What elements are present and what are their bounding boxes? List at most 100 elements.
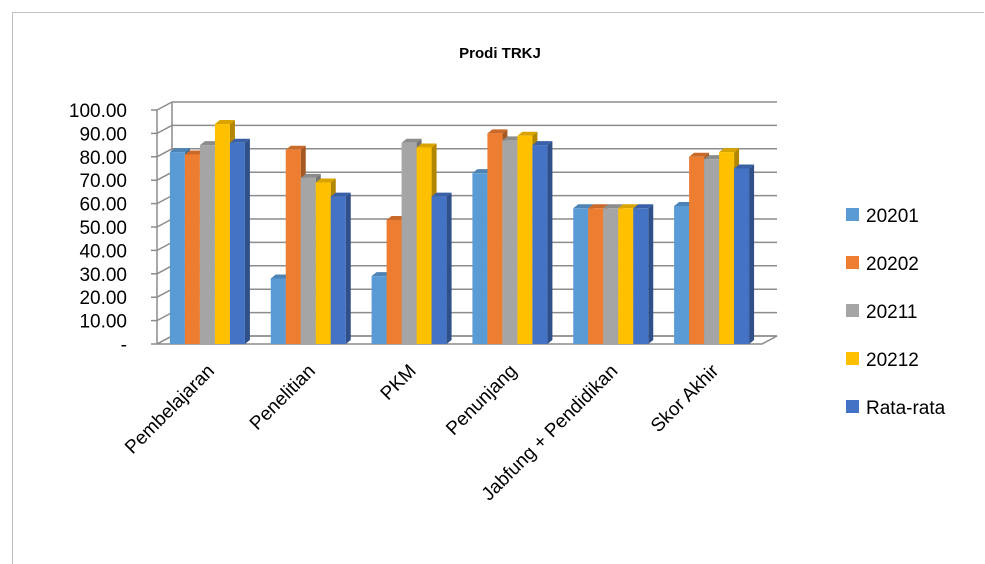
category-label: Penelitian	[246, 361, 320, 435]
y-tick-label: 30.00	[79, 265, 127, 286]
legend-swatch	[846, 352, 859, 365]
bar-front	[573, 208, 589, 344]
legend-label: 20212	[866, 350, 919, 371]
bar-top	[330, 192, 351, 197]
y-tick-label: 20.00	[79, 288, 127, 309]
gridline-side	[156, 101, 173, 111]
legend-swatch	[846, 256, 859, 269]
bar-front	[229, 142, 245, 344]
bar-front	[734, 168, 750, 344]
bar-front	[386, 219, 402, 344]
bar-top	[633, 204, 654, 209]
bar	[229, 138, 250, 344]
gridline-side	[156, 171, 173, 181]
bar-front	[199, 145, 215, 344]
chart-area	[12, 12, 984, 564]
bar-front	[689, 156, 705, 344]
bar	[532, 141, 553, 344]
floor	[156, 335, 778, 345]
gridline-side	[156, 148, 173, 158]
legend-swatch	[846, 304, 859, 317]
y-tick-label: 80.00	[79, 148, 127, 169]
bar-front	[214, 124, 230, 344]
legend: 20201 20202 20211 20212 Rata-rata	[846, 206, 946, 419]
bars-layer	[169, 120, 755, 344]
bar	[330, 192, 351, 344]
bar-front	[300, 177, 316, 344]
bar-front	[603, 208, 619, 344]
bar-top	[487, 129, 508, 134]
bar-top	[573, 204, 594, 209]
bar-side	[446, 192, 452, 344]
bar-side	[345, 192, 351, 344]
bar-front	[472, 173, 488, 344]
y-tick-label: 70.00	[79, 171, 127, 192]
bar-front	[285, 149, 301, 344]
bar-top	[214, 120, 235, 125]
y-tick-label: -	[121, 335, 127, 356]
gridline-side	[156, 194, 173, 205]
bar-top	[285, 145, 306, 150]
bar-top	[401, 138, 422, 143]
chart-title: Prodi TRKJ	[459, 45, 541, 62]
bar-front	[532, 145, 548, 344]
bar-top	[169, 148, 190, 153]
bar-top	[532, 141, 553, 146]
bar-front	[401, 142, 417, 344]
bar-front	[315, 182, 331, 344]
bar-top	[588, 204, 609, 209]
bar-top	[431, 192, 452, 197]
bar-front	[517, 135, 533, 344]
gridline-side	[156, 218, 173, 228]
legend-item: 20201	[846, 206, 919, 227]
bar-side	[648, 204, 654, 344]
bar-top	[416, 143, 437, 148]
bar-front	[487, 133, 503, 344]
bar-front	[633, 208, 649, 344]
y-tick-label: 100.00	[69, 101, 127, 122]
category-label: Penunjang	[442, 361, 521, 440]
bar-front	[704, 159, 720, 344]
bar-front	[270, 278, 286, 344]
bar-side	[749, 164, 755, 344]
bar-front	[371, 276, 387, 344]
gridline-side	[156, 311, 173, 322]
category-label: Skor Akhir	[647, 360, 724, 437]
bar-top	[315, 178, 336, 183]
bar-side	[547, 141, 553, 344]
legend-item: 20211	[846, 302, 917, 323]
bar-front	[618, 208, 634, 344]
legend-label: 20201	[866, 206, 919, 227]
bar-front	[502, 140, 518, 344]
gridline-side	[156, 265, 173, 275]
y-tick-label: 50.00	[79, 218, 127, 239]
bar-top	[734, 164, 755, 169]
legend-label: Rata-rata	[866, 398, 946, 419]
y-tick-label: 90.00	[79, 124, 127, 145]
bar-front	[719, 152, 735, 344]
bar-front	[588, 208, 604, 344]
bar-front	[416, 147, 432, 344]
bar-front	[184, 154, 200, 344]
legend-item: 20212	[846, 350, 919, 371]
bar-side	[244, 138, 250, 344]
bar-front	[169, 152, 185, 344]
gridline-side	[156, 288, 173, 298]
legend-label: 20211	[866, 302, 917, 323]
gridline-side	[156, 124, 173, 135]
legend-item: 20202	[846, 254, 919, 275]
legend-swatch	[846, 400, 859, 413]
y-tick-label: 60.00	[79, 195, 127, 216]
legend-item: Rata-rata	[846, 398, 946, 419]
bar-top	[689, 152, 710, 157]
bar-top	[300, 173, 321, 178]
y-tick-label: 40.00	[79, 241, 127, 262]
bar	[431, 192, 452, 344]
category-label: PKM	[377, 361, 421, 405]
category-label: Pembelajaran	[121, 361, 219, 459]
gridline-side	[156, 241, 173, 252]
bar-front	[330, 196, 346, 344]
bar	[633, 204, 654, 344]
bar-top	[618, 204, 639, 209]
